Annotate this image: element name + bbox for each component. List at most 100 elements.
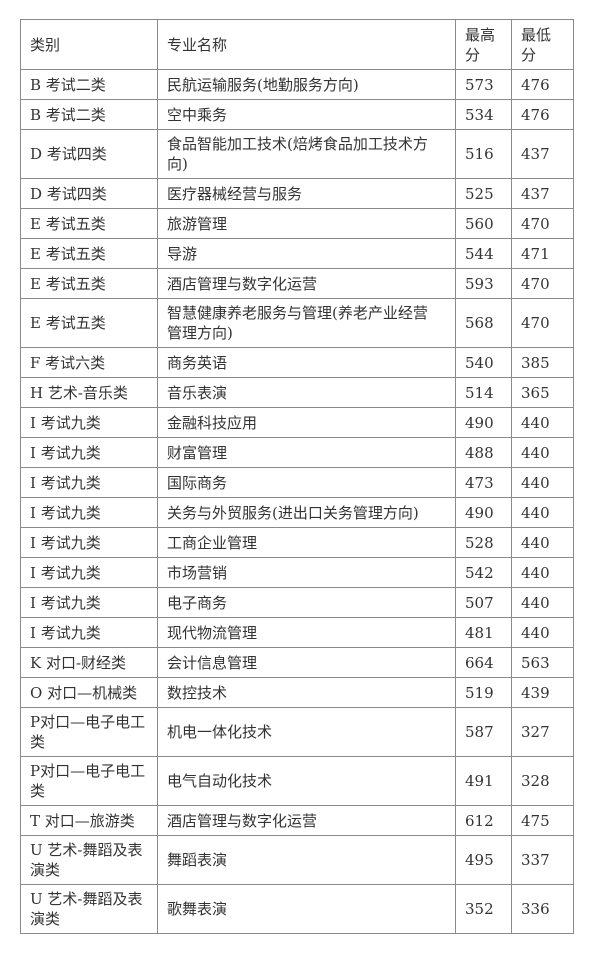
min-score-cell: 470 <box>511 298 574 348</box>
min-score-cell: 337 <box>511 835 574 885</box>
table-row: P对口—电子电工 类电气自动化技术 491 328 <box>20 756 574 806</box>
max-score-cell: 490 <box>455 497 512 528</box>
table-row: I 考试九类 市场营销 542 440 <box>20 557 574 588</box>
major-name-cell: 现代物流管理 <box>157 617 456 648</box>
table-row: U 艺术-舞蹈及表 演类 舞蹈表演 495 337 <box>20 835 574 885</box>
major-name-cell: 音乐表演 <box>157 377 456 408</box>
major-name-cell: 数控技术 <box>157 677 456 708</box>
max-score-cell: 664 <box>455 647 512 678</box>
table-row: I 考试九类 财富管理 488 440 <box>20 437 574 468</box>
max-score-cell: 534 <box>455 99 512 130</box>
major-name-cell: 旅游管理 <box>157 208 456 239</box>
max-score-cell: 525 <box>455 178 512 209</box>
min-score-cell: 440 <box>511 617 574 648</box>
category-cell: E 考试五类 <box>20 298 158 348</box>
major-name-cell: 歌舞表演 <box>157 884 456 934</box>
category-cell: I 考试九类 <box>20 587 158 618</box>
min-score-cell: 440 <box>511 407 574 438</box>
major-name-cell: 导游 <box>157 238 456 269</box>
table-row: I 考试九类 现代物流管理 481 440 <box>20 617 574 648</box>
category-cell: E 考试五类 <box>20 238 158 269</box>
category-cell: I 考试九类 <box>20 527 158 558</box>
major-name-cell: 食品智能加工技术(焙烤食品加工技术方 向) <box>157 129 456 179</box>
max-score-cell: 491 <box>455 756 512 806</box>
major-name-cell: 酒店管理与数字化运营 <box>157 268 456 299</box>
max-score-cell: 593 <box>455 268 512 299</box>
min-score-cell: 328 <box>511 756 574 806</box>
max-score-cell: 544 <box>455 238 512 269</box>
table-row: I 考试九类 关务与外贸服务(进出口关务管理方向) 490 440 <box>20 497 574 528</box>
category-cell: I 考试九类 <box>20 557 158 588</box>
header-major-name: 专业名称 <box>157 19 456 70</box>
category-cell: I 考试九类 <box>20 617 158 648</box>
table-row: B 考试二类 民航运输服务(地勤服务方向) 573 476 <box>20 69 574 100</box>
min-score-cell: 440 <box>511 437 574 468</box>
min-score-cell: 440 <box>511 527 574 558</box>
category-cell: B 考试二类 <box>20 69 158 100</box>
max-score-cell: 612 <box>455 805 512 836</box>
major-name-cell: 金融科技应用 <box>157 407 456 438</box>
category-cell: I 考试九类 <box>20 467 158 498</box>
table-row: E 考试五类 导游 544 471 <box>20 238 574 269</box>
min-score-cell: 440 <box>511 587 574 618</box>
table-row: P对口—电子电工 类机电一体化技术 587 327 <box>20 707 574 757</box>
min-score-cell: 476 <box>511 69 574 100</box>
table-row: E 考试五类 酒店管理与数字化运营 593 470 <box>20 268 574 299</box>
category-cell: D 考试四类 <box>20 129 158 179</box>
category-cell: E 考试五类 <box>20 208 158 239</box>
table-row: I 考试九类 金融科技应用 490 440 <box>20 407 574 438</box>
table-row: I 考试九类 电子商务 507 440 <box>20 587 574 618</box>
max-score-cell: 560 <box>455 208 512 239</box>
min-score-cell: 385 <box>511 347 574 378</box>
max-score-cell: 514 <box>455 377 512 408</box>
major-name-cell: 舞蹈表演 <box>157 835 456 885</box>
header-min-score: 最低 分 <box>511 19 574 70</box>
category-cell: T 对口—旅游类 <box>20 805 158 836</box>
category-cell: B 考试二类 <box>20 99 158 130</box>
max-score-cell: 540 <box>455 347 512 378</box>
min-score-cell: 471 <box>511 238 574 269</box>
major-name-cell: 医疗器械经营与服务 <box>157 178 456 209</box>
max-score-cell: 519 <box>455 677 512 708</box>
min-score-cell: 437 <box>511 129 574 179</box>
max-score-cell: 488 <box>455 437 512 468</box>
table-row: I 考试九类 工商企业管理 528 440 <box>20 527 574 558</box>
max-score-cell: 352 <box>455 884 512 934</box>
category-cell: I 考试九类 <box>20 497 158 528</box>
max-score-cell: 528 <box>455 527 512 558</box>
major-name-cell: 空中乘务 <box>157 99 456 130</box>
major-name-cell: 电子商务 <box>157 587 456 618</box>
table-row: D 考试四类 医疗器械经营与服务 525 437 <box>20 178 574 209</box>
min-score-cell: 327 <box>511 707 574 757</box>
table-row: E 考试五类 智慧健康养老服务与管理(养老产业经营 管理方向) 568 470 <box>20 298 574 348</box>
max-score-cell: 568 <box>455 298 512 348</box>
table-header-row: 类别 专业名称 最高 分 最低 分 <box>20 19 574 70</box>
max-score-cell: 542 <box>455 557 512 588</box>
category-cell: I 考试九类 <box>20 407 158 438</box>
max-score-cell: 473 <box>455 467 512 498</box>
table-row: T 对口—旅游类 酒店管理与数字化运营 612 475 <box>20 805 574 836</box>
table-row: H 艺术-音乐类 音乐表演 514 365 <box>20 377 574 408</box>
max-score-cell: 507 <box>455 587 512 618</box>
major-name-cell: 智慧健康养老服务与管理(养老产业经营 管理方向) <box>157 298 456 348</box>
major-name-cell: 市场营销 <box>157 557 456 588</box>
min-score-cell: 440 <box>511 497 574 528</box>
min-score-cell: 470 <box>511 208 574 239</box>
major-name-cell: 关务与外贸服务(进出口关务管理方向) <box>157 497 456 528</box>
score-table: 类别 专业名称 最高 分 最低 分 B 考试二类 民航运输服务(地勤服务方向) 57… <box>20 19 574 934</box>
category-cell: P对口—电子电工 类 <box>20 707 158 757</box>
category-cell: H 艺术-音乐类 <box>20 377 158 408</box>
category-cell: O 对口—机械类 <box>20 677 158 708</box>
major-name-cell: 机电一体化技术 <box>157 707 456 757</box>
max-score-cell: 481 <box>455 617 512 648</box>
category-cell: U 艺术-舞蹈及表 演类 <box>20 884 158 934</box>
min-score-cell: 440 <box>511 557 574 588</box>
category-cell: I 考试九类 <box>20 437 158 468</box>
min-score-cell: 470 <box>511 268 574 299</box>
min-score-cell: 336 <box>511 884 574 934</box>
max-score-cell: 490 <box>455 407 512 438</box>
max-score-cell: 573 <box>455 69 512 100</box>
table-row: E 考试五类 旅游管理 560 470 <box>20 208 574 239</box>
category-cell: P对口—电子电工 类 <box>20 756 158 806</box>
min-score-cell: 437 <box>511 178 574 209</box>
